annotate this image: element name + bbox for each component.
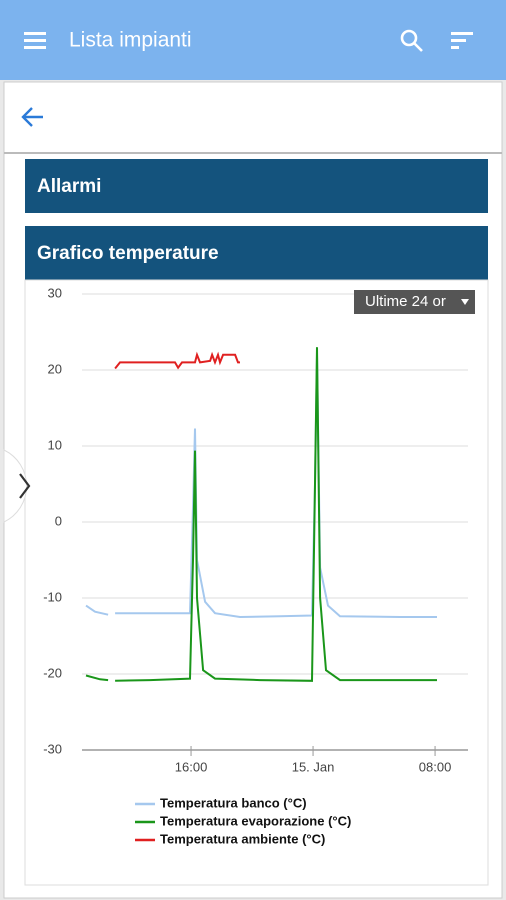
chart: -30 -20 -10 0 10 20 30 16:00 15. Jan 08:00 Tempera… — [43, 285, 468, 846]
series-line — [85, 354, 437, 619]
alarms-header[interactable] — [25, 159, 488, 213]
chart-header[interactable] — [25, 226, 488, 280]
y-tick-label: -20 — [43, 665, 62, 680]
y-tick-label: 10 — [48, 437, 62, 452]
y-tick-label: 30 — [48, 285, 62, 300]
chart-card — [24, 279, 489, 886]
sort-button[interactable] — [451, 32, 473, 49]
x-tick-label: 16:00 — [175, 759, 208, 774]
y-tick-label: -30 — [43, 741, 62, 756]
range-select-label: Ultime 24 or — [365, 293, 446, 310]
legend-label: Temperatura banco (°C) — [160, 795, 307, 810]
back-button[interactable] — [21, 107, 43, 127]
series-line — [85, 347, 437, 682]
app-bar — [0, 0, 506, 80]
section-title: Grafico temperature — [37, 243, 219, 264]
x-tick-label: 08:00 — [419, 759, 452, 774]
legend-label: Temperatura ambiente (°C) — [160, 831, 325, 846]
x-tick-label: 15. Jan — [292, 759, 335, 774]
menu-button[interactable] — [24, 32, 46, 49]
series-line — [114, 351, 240, 370]
search-button[interactable] — [400, 29, 423, 52]
y-tick-label: 0 — [55, 513, 62, 528]
range-select[interactable] — [354, 290, 475, 314]
legend-label: Temperatura evaporazione (°C) — [160, 813, 351, 828]
side-arrow — [19, 473, 31, 499]
dropdown-arrow — [461, 299, 469, 305]
y-tick-label: 20 — [48, 361, 62, 376]
y-tick-label: -10 — [43, 589, 62, 604]
section-title: Allarmi — [37, 176, 101, 197]
app-title: Lista impianti — [69, 29, 192, 52]
